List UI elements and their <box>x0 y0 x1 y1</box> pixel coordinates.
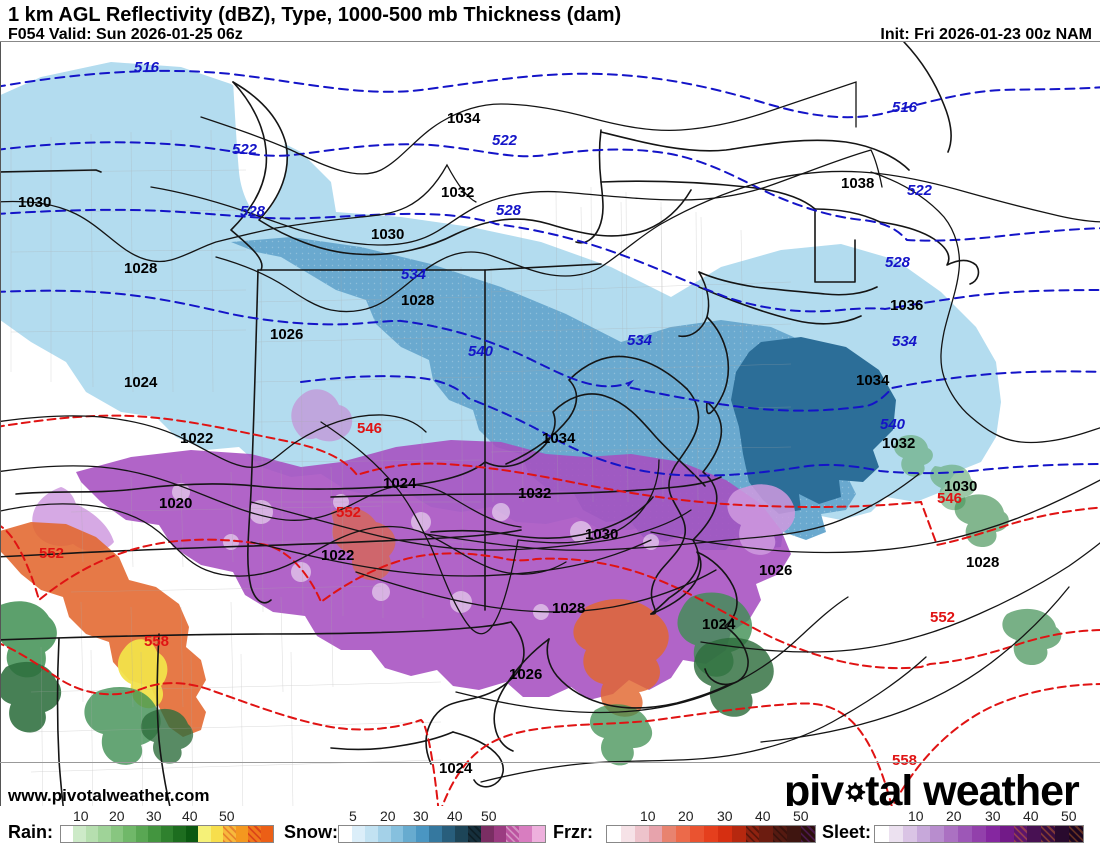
svg-text:1032: 1032 <box>441 184 474 201</box>
svg-text:558: 558 <box>144 633 169 650</box>
svg-text:546: 546 <box>357 420 382 437</box>
svg-text:522: 522 <box>232 141 258 158</box>
svg-text:1022: 1022 <box>180 430 213 447</box>
svg-text:1028: 1028 <box>966 554 999 571</box>
svg-text:546: 546 <box>937 490 962 507</box>
svg-text:528: 528 <box>496 202 522 219</box>
svg-text:1028: 1028 <box>401 292 434 309</box>
svg-text:1032: 1032 <box>882 435 915 452</box>
svg-text:1020: 1020 <box>159 495 192 512</box>
svg-text:1036: 1036 <box>890 297 923 314</box>
svg-text:1024: 1024 <box>383 475 417 492</box>
svg-text:516: 516 <box>892 99 918 116</box>
svg-text:1034: 1034 <box>447 110 481 127</box>
svg-text:528: 528 <box>885 254 911 271</box>
svg-text:1028: 1028 <box>124 260 157 277</box>
svg-text:552: 552 <box>930 609 955 626</box>
svg-text:1024: 1024 <box>702 616 736 633</box>
svg-text:1030: 1030 <box>371 226 404 243</box>
svg-text:1026: 1026 <box>270 326 303 343</box>
svg-text:528: 528 <box>240 203 266 220</box>
svg-text:1024: 1024 <box>124 374 158 391</box>
svg-text:552: 552 <box>39 545 64 562</box>
svg-text:1034: 1034 <box>856 372 890 389</box>
svg-text:522: 522 <box>492 132 518 149</box>
svg-text:1028: 1028 <box>552 600 585 617</box>
svg-text:1038: 1038 <box>841 175 874 192</box>
svg-text:522: 522 <box>907 182 933 199</box>
svg-text:540: 540 <box>880 416 906 433</box>
svg-text:1030: 1030 <box>585 526 618 543</box>
svg-text:540: 540 <box>468 343 494 360</box>
svg-text:1034: 1034 <box>542 430 576 447</box>
svg-text:552: 552 <box>336 504 361 521</box>
svg-text:1026: 1026 <box>509 666 542 683</box>
svg-text:534: 534 <box>627 332 653 349</box>
svg-text:1026: 1026 <box>759 562 792 579</box>
svg-text:1030: 1030 <box>18 194 51 211</box>
svg-text:534: 534 <box>892 333 918 350</box>
svg-text:516: 516 <box>134 59 160 76</box>
svg-text:1032: 1032 <box>518 485 551 502</box>
svg-text:534: 534 <box>401 266 427 283</box>
svg-text:1022: 1022 <box>321 547 354 564</box>
